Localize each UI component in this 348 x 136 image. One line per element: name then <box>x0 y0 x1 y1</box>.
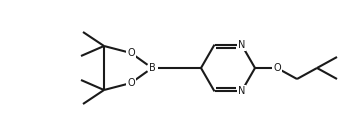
Text: B: B <box>149 63 155 73</box>
Text: N: N <box>238 86 245 96</box>
Text: O: O <box>127 48 135 58</box>
Text: O: O <box>127 78 135 88</box>
Text: O: O <box>273 63 281 73</box>
Text: N: N <box>238 40 245 50</box>
